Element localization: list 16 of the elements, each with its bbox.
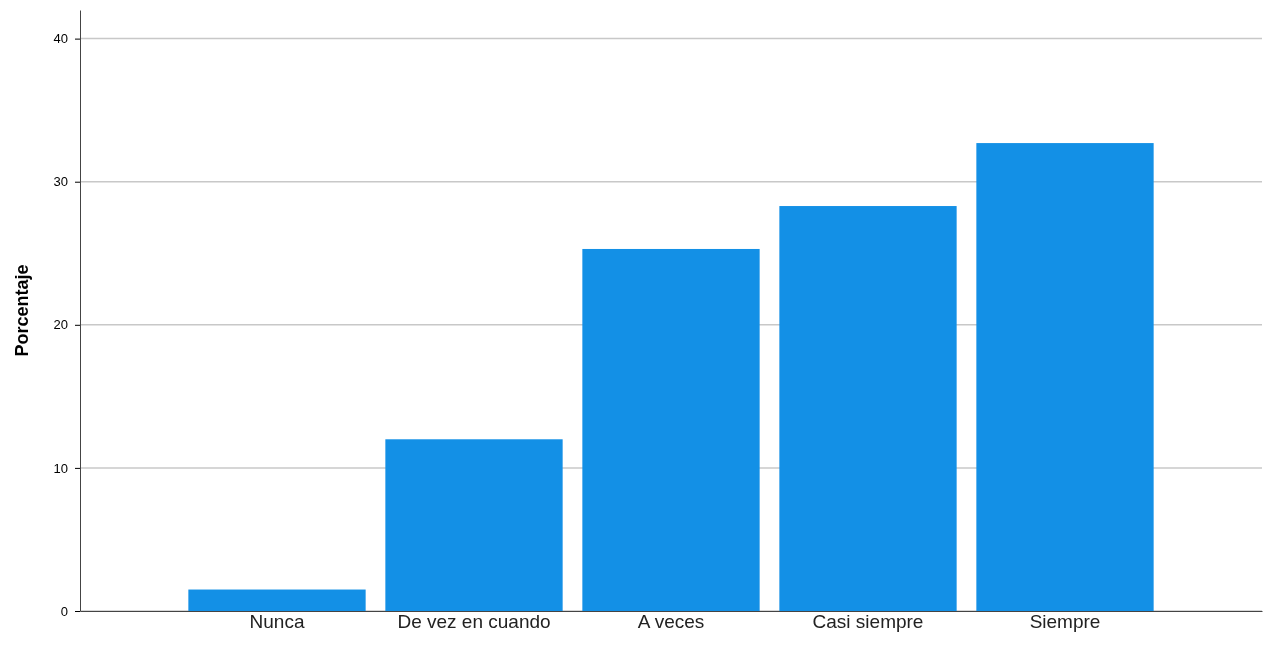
y-tick-label: 40 [53, 31, 68, 47]
bar [188, 589, 366, 611]
y-tick-label: 0 [60, 603, 68, 619]
y-tick-label: 30 [53, 174, 68, 190]
y-tick-label: 10 [53, 460, 68, 476]
x-tick-label: A veces [637, 611, 705, 632]
bar [582, 248, 760, 611]
x-tick-label: Nunca [249, 611, 305, 632]
x-tick-label: Siempre [1029, 611, 1101, 632]
y-axis-title: Porcentaje [12, 264, 32, 357]
y-tick-label: 20 [53, 317, 68, 333]
bar [385, 439, 563, 611]
bar [779, 206, 957, 611]
x-tick-label: De vez en cuando [397, 611, 551, 632]
bar [976, 143, 1154, 611]
x-tick-label: Casi siempre [812, 611, 924, 632]
